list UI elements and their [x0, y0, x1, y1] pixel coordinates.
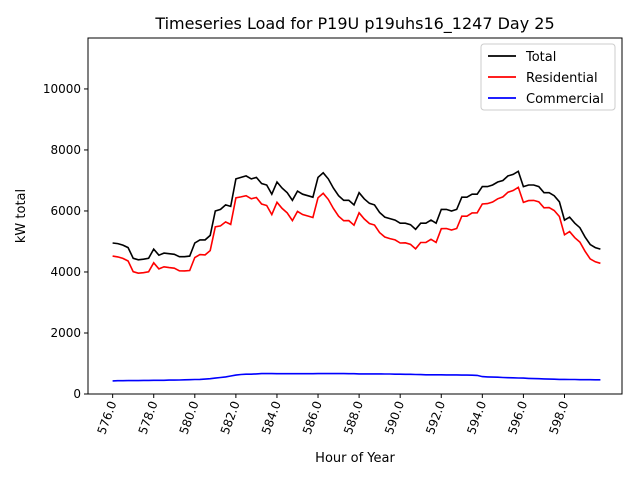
- x-tick-label: 576.0: [95, 399, 120, 436]
- y-axis-label: kW total: [14, 189, 29, 243]
- y-tick-label: 0: [73, 387, 81, 401]
- x-axis-label: Hour of Year: [315, 451, 395, 466]
- series-line-total: [112, 170, 601, 261]
- series-layer: [112, 170, 601, 382]
- x-axis-ticks: 576.0 578.0 580.0 582.0 584.0 586.0 588.0 590.0…: [95, 394, 571, 436]
- y-tick-label: 10000: [43, 82, 81, 96]
- x-tick-label: 596.0: [505, 399, 530, 436]
- x-tick-label: 586.0: [300, 399, 325, 436]
- chart-title: Timeseries Load for P19U p19uhs16_1247 D…: [154, 14, 554, 34]
- x-tick-label: 590.0: [382, 399, 407, 436]
- legend-label-total: Total: [525, 50, 556, 65]
- x-tick-label: 580.0: [177, 399, 202, 436]
- legend-label-residential: Residential: [526, 71, 598, 86]
- y-axis-ticks: 0 2000 4000 6000 8000 10000: [43, 82, 88, 401]
- x-tick-label: 578.0: [136, 399, 161, 436]
- x-tick-label: 584.0: [259, 399, 284, 436]
- legend: Total Residential Commercial: [480, 43, 616, 111]
- series-line-commercial: [112, 372, 601, 382]
- series-line-residential: [112, 186, 601, 275]
- x-tick-label: 594.0: [464, 399, 489, 436]
- legend-label-commercial: Commercial: [526, 92, 604, 107]
- x-tick-label: 598.0: [546, 399, 571, 436]
- x-tick-label: 588.0: [341, 399, 366, 436]
- plot-frame: [87, 37, 623, 395]
- legend-box: [480, 43, 616, 111]
- y-tick-label: 6000: [50, 204, 81, 218]
- x-tick-label: 592.0: [423, 399, 448, 436]
- y-tick-label: 8000: [50, 143, 81, 157]
- y-tick-label: 4000: [50, 265, 81, 279]
- x-tick-label: 582.0: [218, 399, 243, 436]
- y-tick-label: 2000: [50, 326, 81, 340]
